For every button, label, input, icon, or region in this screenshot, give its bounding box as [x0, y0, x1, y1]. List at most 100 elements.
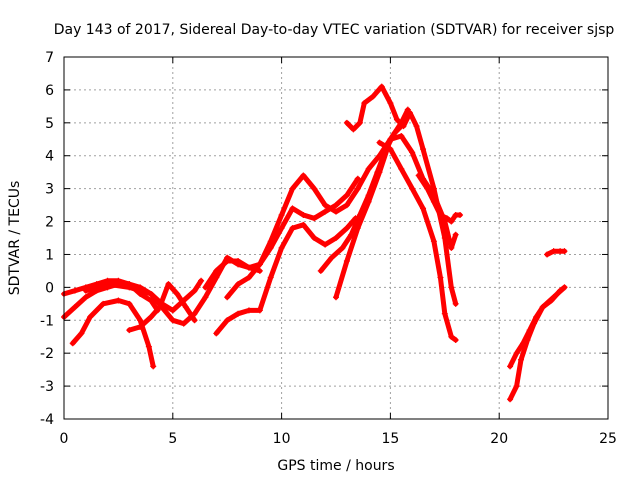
data-point: [224, 258, 231, 265]
y-tick-label: 6: [45, 83, 54, 99]
data-point: [322, 202, 329, 209]
data-point: [289, 225, 296, 232]
data-point: [174, 290, 181, 297]
data-point: [343, 225, 350, 232]
data-point: [198, 277, 205, 284]
data-point: [517, 356, 524, 363]
data-point: [415, 172, 422, 179]
y-tick-label: 2: [45, 215, 54, 231]
series-line: [416, 173, 463, 224]
data-point: [235, 310, 242, 317]
series-trace-3: [69, 297, 157, 370]
data-point: [267, 238, 274, 245]
data-point: [376, 139, 383, 146]
x-tick-label: 25: [599, 431, 617, 447]
data-point: [437, 211, 444, 218]
data-point: [169, 317, 176, 324]
data-point: [550, 294, 557, 301]
series-trace-13: [415, 172, 464, 225]
data-point: [398, 165, 405, 172]
data-point: [448, 218, 455, 225]
data-point: [82, 294, 89, 301]
data-point: [82, 287, 89, 294]
data-point: [350, 126, 357, 133]
data-point: [339, 244, 346, 251]
plot-frame: [63, 56, 609, 420]
data-point: [561, 248, 568, 255]
data-point: [165, 281, 172, 288]
data-point: [317, 267, 324, 274]
data-point: [424, 185, 431, 192]
data-point: [452, 337, 459, 344]
series-line: [70, 298, 156, 369]
data-point: [245, 264, 252, 271]
data-point: [289, 205, 296, 212]
data-point: [354, 175, 361, 182]
series-trace-15: [507, 284, 568, 403]
x-tick-label: 0: [60, 431, 69, 447]
data-point: [115, 297, 122, 304]
data-point: [126, 300, 133, 307]
x-tick-label: 20: [490, 431, 508, 447]
series-line: [202, 176, 361, 290]
y-tick-label: -4: [40, 412, 54, 428]
data-point: [420, 205, 427, 212]
data-point: [430, 185, 437, 192]
x-axis-label: GPS time / hours: [277, 458, 394, 474]
series-line: [126, 281, 198, 333]
y-tick-label: -3: [40, 379, 54, 395]
data-point: [311, 235, 318, 241]
data-point: [443, 215, 450, 222]
data-point: [400, 123, 407, 130]
series-line: [507, 284, 567, 402]
y-tick-label: 3: [45, 182, 54, 198]
data-point: [387, 146, 394, 153]
data-point: [78, 330, 85, 337]
data-point: [441, 310, 448, 317]
data-point: [387, 100, 394, 107]
data-point: [148, 313, 155, 320]
data-point: [213, 267, 220, 274]
data-point: [267, 274, 274, 281]
data-point: [256, 267, 263, 274]
data-point: [137, 323, 144, 330]
data-point: [391, 129, 398, 136]
data-point: [182, 304, 189, 311]
series-trace-9: [317, 123, 405, 274]
y-tick-label: 0: [45, 280, 54, 296]
data-point: [441, 235, 448, 241]
data-point: [126, 284, 133, 291]
data-point: [343, 258, 350, 265]
data-point: [365, 165, 372, 172]
data-point: [406, 109, 413, 116]
data-point: [191, 287, 198, 294]
x-tick-label: 15: [381, 431, 399, 447]
data-point: [561, 284, 568, 291]
y-tick-label: 5: [45, 116, 54, 132]
data-point: [256, 307, 263, 314]
data-point: [369, 93, 376, 100]
data-point: [343, 192, 350, 199]
data-point: [148, 290, 155, 297]
series-trace-8: [224, 106, 411, 301]
data-point: [245, 307, 252, 314]
series-line: [213, 215, 359, 336]
data-point: [409, 185, 416, 192]
data-point: [126, 327, 133, 334]
data-point: [289, 185, 296, 192]
series-trace-6: [213, 215, 359, 337]
data-point: [311, 185, 318, 192]
data-point: [513, 383, 520, 390]
data-point: [507, 363, 514, 370]
data-point: [256, 261, 263, 268]
tick-layer: 0 5 10 15 20 25 -4 -3 -2 -1 0 1 2 3 4 5 6 7: [40, 50, 617, 447]
data-point: [300, 221, 307, 228]
data-point: [311, 215, 318, 222]
data-point: [539, 304, 546, 311]
data-point: [365, 198, 372, 205]
data-point: [137, 317, 144, 324]
data-point: [278, 244, 285, 251]
grid-layer: [64, 57, 608, 419]
